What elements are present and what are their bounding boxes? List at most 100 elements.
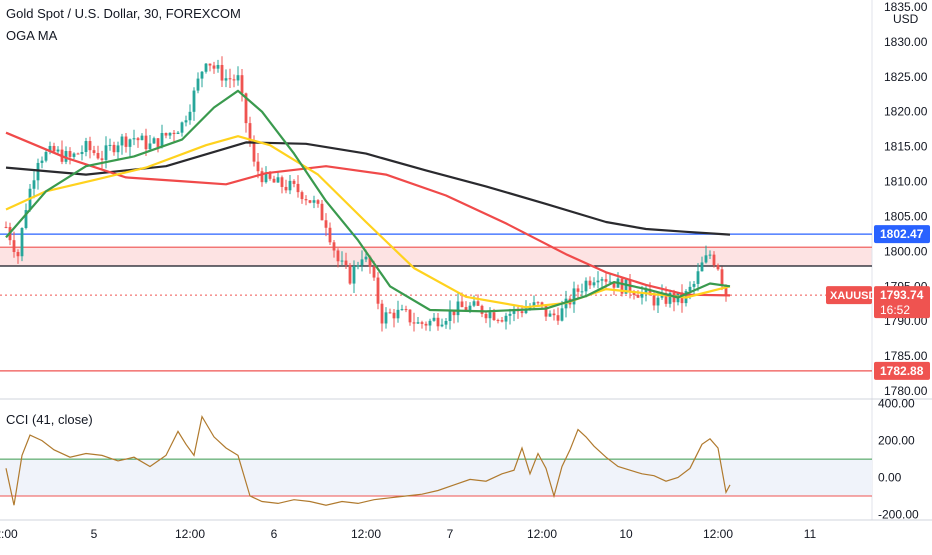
candle-body [20, 228, 24, 257]
symbol-badge-label: XAUUSD [830, 290, 877, 302]
candle-body [372, 266, 376, 278]
candle-body [496, 320, 500, 322]
candle-body [208, 63, 212, 66]
candle-body [304, 199, 308, 201]
candle-body [448, 309, 452, 322]
candle-body [244, 93, 248, 124]
candle-body [436, 317, 440, 327]
candle-body [452, 309, 456, 316]
candle-body [468, 305, 472, 311]
candle-body [500, 320, 504, 322]
candle-body [644, 289, 648, 293]
candle-body [272, 178, 276, 183]
candle-body [376, 277, 380, 304]
candle-body [160, 132, 164, 148]
candle-body [640, 292, 644, 298]
candle-body [16, 252, 20, 257]
cci-label: CCI (41, close) [6, 412, 93, 427]
candle-body [476, 301, 480, 306]
candle-body [80, 151, 84, 155]
candle-body [72, 153, 76, 157]
candle-body [300, 192, 304, 200]
candle-body [228, 78, 232, 80]
price-badge [874, 225, 930, 244]
candle-body [696, 271, 700, 284]
candle-body [276, 177, 280, 183]
candle-body [64, 151, 68, 162]
candle-body [76, 153, 80, 155]
candle-body [344, 260, 348, 265]
candle-body [352, 266, 356, 284]
candle-body [100, 158, 104, 160]
candle-body [392, 312, 396, 319]
candle-body [324, 220, 328, 228]
candle-body [384, 312, 388, 324]
candle-body [56, 149, 60, 152]
candle-body [588, 280, 592, 286]
candle-body [108, 144, 112, 146]
candle-body [544, 305, 548, 317]
candle-body [624, 279, 628, 294]
candle-body [552, 313, 556, 316]
candle-body [192, 90, 196, 112]
cci-line [5, 414, 731, 506]
time-tick-label: 11 [804, 527, 817, 541]
current-price-badge [874, 286, 930, 319]
time-tick-label: 12:00 [351, 527, 381, 541]
currency-label: USD [893, 12, 919, 26]
candle-body [188, 111, 192, 121]
candle-body [12, 240, 16, 253]
time-tick-label: 12:00 [703, 527, 733, 541]
candle-body [68, 151, 72, 157]
price-tick-label: 1835.00 [884, 0, 928, 14]
candle-body [700, 262, 704, 272]
candle-body [312, 200, 316, 203]
price-tick-label: 1815.00 [884, 140, 928, 154]
candle-body [320, 203, 324, 221]
price-badge-label: 1802.47 [880, 227, 924, 241]
candle-body [400, 309, 404, 311]
candle-body [656, 297, 660, 306]
price-tick-label: 1810.00 [884, 175, 928, 189]
candle-body [388, 312, 392, 314]
candle-body [48, 145, 52, 153]
candle-body [316, 200, 320, 204]
candle-body [340, 260, 344, 262]
price-tick-label: 1785.00 [884, 349, 928, 363]
candle-body [444, 321, 448, 325]
candle-body [92, 150, 96, 153]
time-tick-label: 7 [447, 527, 454, 541]
candle-body [456, 301, 460, 316]
candle-body [292, 180, 296, 184]
candle-body [32, 180, 36, 189]
candle-body [636, 294, 640, 298]
candle-body [580, 291, 584, 293]
cci-tick-label: 0.00 [878, 471, 902, 485]
candle-body [252, 142, 256, 162]
candle-body [348, 264, 352, 284]
candle-body [332, 242, 336, 251]
candle-body [96, 152, 100, 159]
time-tick-label: 2:00 [0, 527, 18, 541]
candle-body [464, 307, 468, 311]
candle-body [572, 288, 576, 305]
candle-body [460, 301, 464, 308]
ma-black-line [5, 141, 731, 236]
candle-body [520, 311, 524, 314]
candle-body [232, 79, 236, 81]
ma-green-line [5, 89, 731, 313]
candle-body [328, 227, 332, 243]
candle-body [528, 307, 532, 309]
candle-body [532, 302, 536, 308]
candle-body [608, 281, 612, 283]
candle-body [148, 143, 152, 150]
candle-body [104, 145, 108, 160]
candle-body [88, 141, 92, 151]
candle-body [172, 132, 176, 135]
candle-body [136, 138, 140, 141]
candle-body [396, 309, 400, 319]
candle-body [112, 144, 116, 153]
cci-tick-label: 400.00 [878, 397, 915, 411]
candle-body [260, 171, 264, 183]
